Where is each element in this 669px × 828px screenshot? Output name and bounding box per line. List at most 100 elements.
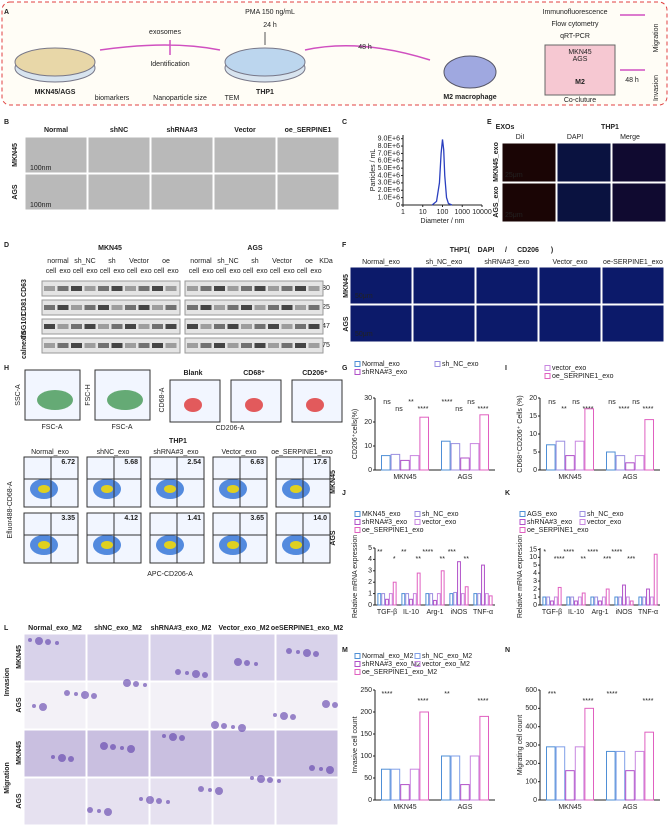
bar <box>644 419 655 471</box>
label: sh <box>108 258 116 265</box>
panel-label: D <box>4 242 9 249</box>
label: cell <box>189 268 200 275</box>
bar <box>594 596 599 606</box>
dish <box>224 47 306 77</box>
bar <box>605 588 610 606</box>
bar <box>429 593 434 606</box>
significance: ** <box>415 556 421 563</box>
micrograph <box>212 681 276 730</box>
cell <box>290 714 296 720</box>
cell <box>139 797 143 801</box>
legend-entry: oe_SERPINE1_exo_M2 <box>362 669 437 676</box>
cell <box>166 800 170 804</box>
band <box>214 343 225 348</box>
micrograph <box>501 182 557 223</box>
band <box>241 286 252 291</box>
legend-entry: oe_SERPINE1_exo <box>527 527 589 534</box>
significance: ns <box>383 399 391 406</box>
label: 3.35 <box>61 515 75 522</box>
label: TEM <box>225 95 240 102</box>
x-axis-label: Diameter / nm <box>421 218 465 225</box>
y-tick-label: 9.0E+6 <box>378 136 400 143</box>
legend-swatch <box>354 519 361 525</box>
flow-density <box>306 398 324 412</box>
band <box>268 286 279 291</box>
band <box>71 305 82 310</box>
bar <box>644 731 655 801</box>
bar <box>409 768 420 801</box>
significance: ** <box>401 549 407 556</box>
cell <box>319 767 323 771</box>
band <box>227 343 239 348</box>
bar <box>464 586 469 606</box>
x-tick-label: AGS <box>623 804 638 811</box>
bar <box>419 416 429 471</box>
band <box>138 305 150 310</box>
y-tick-label: 600 <box>525 687 537 694</box>
band <box>281 324 293 329</box>
axis <box>539 690 660 801</box>
micrograph <box>149 681 213 730</box>
significance: * <box>393 556 396 563</box>
label: Vector <box>272 258 293 265</box>
bar <box>479 715 489 801</box>
y-tick-label: 6.0E+6 <box>378 158 400 165</box>
label: 14.0 <box>313 515 327 522</box>
band <box>227 305 239 310</box>
label: oe <box>162 258 170 265</box>
y-tick-label: 7.0E+6 <box>378 150 400 157</box>
label: / <box>505 247 507 254</box>
y-tick-label: 50 <box>364 775 372 782</box>
band <box>84 324 96 329</box>
label: 1.41 <box>187 515 201 522</box>
significance: **** <box>418 698 429 705</box>
y-tick-label: 3 <box>533 578 537 585</box>
cell <box>257 775 265 783</box>
label: Flow cytometry <box>551 21 599 28</box>
y-tick-label: 5 <box>533 449 537 456</box>
legend-swatch <box>579 511 586 517</box>
cell <box>332 702 338 708</box>
micrograph <box>475 304 539 343</box>
bar <box>550 600 554 606</box>
band <box>111 305 123 310</box>
quadrant <box>87 457 141 507</box>
label: AGS <box>247 245 263 252</box>
label: Normal_exo <box>31 449 69 456</box>
band <box>125 324 136 329</box>
label: 100nm <box>30 202 52 209</box>
cell <box>175 669 181 675</box>
micrograph <box>213 173 277 211</box>
label: shRNA#3_exo <box>153 449 198 456</box>
panel-label: G <box>342 365 348 372</box>
cell <box>273 713 277 717</box>
significance: *** <box>548 691 556 698</box>
legend-entry: AGS_exo <box>527 511 557 518</box>
label: CD68-A <box>159 387 166 412</box>
y-tick-label: 0 <box>396 202 400 209</box>
band <box>187 286 198 291</box>
x-tick-label: TNF-α <box>638 609 658 616</box>
legend-swatch <box>414 511 421 517</box>
band <box>268 343 279 348</box>
x-tick-label: MKN45 <box>393 804 416 811</box>
bar <box>400 784 410 801</box>
label: FSC-A <box>42 424 63 431</box>
band <box>281 286 293 291</box>
cell <box>303 649 311 657</box>
bar <box>412 593 417 606</box>
bar <box>566 596 571 606</box>
bar <box>574 440 585 471</box>
label: DAPI <box>567 134 583 141</box>
label: 4.12 <box>124 515 138 522</box>
y-axis-label: Particles / mL <box>370 149 377 192</box>
label: KDa <box>319 258 333 265</box>
bar <box>381 455 391 471</box>
legend-entry: vector_exo <box>587 519 621 526</box>
bar <box>469 443 480 471</box>
cell <box>120 746 124 750</box>
label: cell <box>73 268 84 275</box>
quadrant <box>150 457 204 507</box>
cell <box>221 723 227 729</box>
label: MKN45 <box>343 274 350 298</box>
